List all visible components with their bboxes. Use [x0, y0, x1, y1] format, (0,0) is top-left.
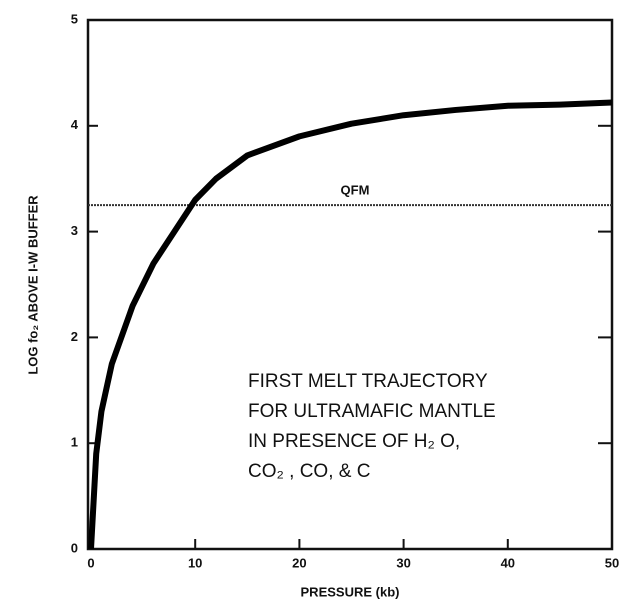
- y-tick-label: 4: [71, 117, 79, 132]
- x-tick-label: 0: [87, 555, 94, 570]
- y-tick-label: 3: [71, 223, 78, 238]
- reference-label: QFM: [341, 183, 370, 198]
- x-tick-label: 10: [188, 555, 202, 570]
- y-tick-label: 0: [71, 540, 78, 555]
- plot-frame: [86, 18, 614, 551]
- data-line: [88, 99, 613, 550]
- y-axis-label: LOG fo₂ ABOVE I-W BUFFER: [25, 195, 40, 375]
- y-tick-label: 1: [71, 435, 78, 450]
- x-tick-label: 30: [396, 555, 410, 570]
- x-tick-label: 40: [501, 555, 515, 570]
- annotation-line: IN PRESENCE OF H₂ O,: [248, 431, 460, 452]
- x-axis-label: PRESSURE (kb): [301, 584, 400, 599]
- annotation-line: FIRST MELT TRAJECTORY: [248, 371, 488, 392]
- x-tick-label: 50: [605, 555, 619, 570]
- x-tick-label: 20: [292, 555, 306, 570]
- y-tick-label: 2: [71, 329, 78, 344]
- y-tick-label: 5: [71, 11, 78, 26]
- annotation-line: CO₂ , CO, & C: [248, 461, 370, 482]
- annotation-line: FOR ULTRAMAFIC MANTLE: [248, 401, 496, 422]
